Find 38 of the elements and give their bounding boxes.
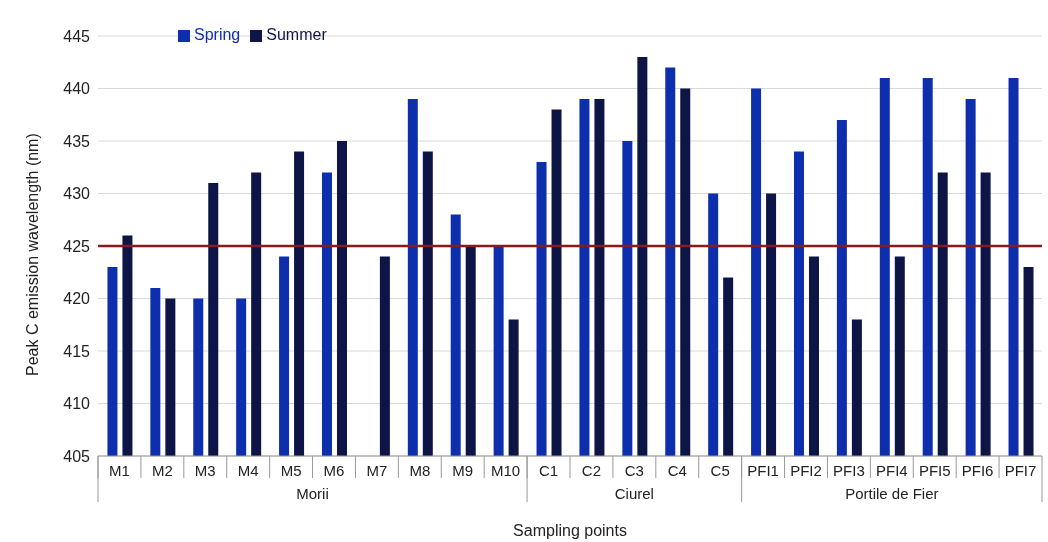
y-tick-label: 410 [63,395,91,413]
y-tick-label: 435 [63,132,91,150]
x-tick-label: PFI7 [1004,462,1037,479]
x-tick-label: PFI6 [961,462,994,479]
y-tick-label: 425 [63,237,91,255]
x-tick-label: M6 [323,462,345,479]
y-axis-title: Peak C emission wavelength (nm) [23,133,41,376]
text: Ciurel [614,485,654,502]
x-tick-label: C4 [667,462,687,479]
x-tick-label: C3 [624,462,644,479]
x-tick-label: PFI4 [875,462,908,479]
x-tick-label: PFI5 [918,462,951,479]
x-tick-label: PFI1 [747,462,779,479]
x-axis-title: Sampling points [513,522,627,539]
x-tick-label: M8 [409,462,431,479]
legend-label: Spring [194,26,241,43]
y-tick-label: 445 [63,27,91,45]
x-tick-label: M3 [194,462,216,479]
x-tick-label: M1 [109,462,130,479]
y-tick-label: 430 [63,185,91,203]
x-tick-label: M4 [237,462,259,479]
x-tick-label: PFI2 [790,462,822,479]
y-tick-label: 420 [63,290,91,308]
x-tick-label: M10 [491,462,521,479]
y-tick-label: 415 [63,342,91,360]
x-tick-label: C2 [581,462,602,479]
x-tick-label: PFI3 [833,462,865,479]
x-tick-label: M7 [366,462,388,479]
x-tick-label: C1 [538,462,559,479]
x-tick-label: M5 [280,462,302,479]
text: Portile de Fier [845,485,939,502]
text: Morii [296,485,329,502]
x-tick-label: M2 [151,462,173,479]
legend-label: Summer [266,26,327,43]
x-tick-label: C5 [710,462,730,479]
x-tick-label: M9 [452,462,474,479]
y-tick-label: 440 [63,80,91,98]
y-tick-label: 405 [63,447,91,465]
